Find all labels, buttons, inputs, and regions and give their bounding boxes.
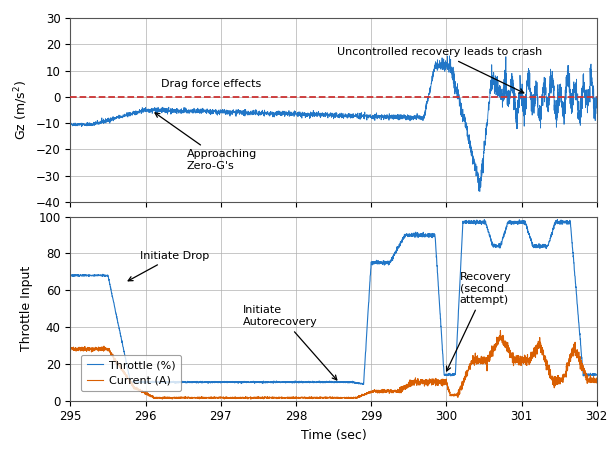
Throttle (%) bbox=[176, 380, 184, 385]
Text: Drag force effects: Drag force effects bbox=[160, 79, 261, 89]
Text: Initiate Drop: Initiate Drop bbox=[128, 251, 209, 281]
Throttle (%) bbox=[257, 379, 264, 385]
Current (A) bbox=[247, 396, 255, 402]
Throttle (%) bbox=[554, 217, 561, 222]
Text: Uncontrolled recovery leads to crash: Uncontrolled recovery leads to crash bbox=[337, 47, 543, 93]
Current (A) bbox=[379, 390, 386, 395]
X-axis label: Time (sec): Time (sec) bbox=[300, 429, 367, 442]
Text: Initiate
Autorecovery: Initiate Autorecovery bbox=[244, 306, 337, 380]
Current (A) bbox=[593, 377, 600, 382]
Current (A) bbox=[315, 395, 323, 400]
Text: Recovery
(second
attempt): Recovery (second attempt) bbox=[447, 272, 512, 371]
Y-axis label: Gz (m/s$^2$): Gz (m/s$^2$) bbox=[13, 80, 31, 140]
Text: Approaching
Zero-G's: Approaching Zero-G's bbox=[155, 113, 257, 171]
Line: Current (A): Current (A) bbox=[70, 330, 597, 399]
Current (A) bbox=[257, 395, 264, 400]
Current (A) bbox=[67, 346, 74, 351]
Throttle (%) bbox=[593, 372, 600, 377]
Throttle (%) bbox=[401, 233, 409, 238]
Throttle (%) bbox=[67, 272, 74, 278]
Legend: Throttle (%), Current (A): Throttle (%), Current (A) bbox=[81, 355, 181, 391]
Throttle (%) bbox=[553, 218, 560, 223]
Throttle (%) bbox=[379, 260, 386, 265]
Line: Throttle (%): Throttle (%) bbox=[70, 220, 597, 384]
Current (A) bbox=[176, 395, 184, 400]
Throttle (%) bbox=[360, 382, 367, 387]
Current (A) bbox=[497, 328, 504, 333]
Y-axis label: Throttle Input: Throttle Input bbox=[20, 266, 33, 351]
Throttle (%) bbox=[315, 380, 323, 385]
Current (A) bbox=[553, 375, 560, 380]
Current (A) bbox=[401, 387, 409, 392]
